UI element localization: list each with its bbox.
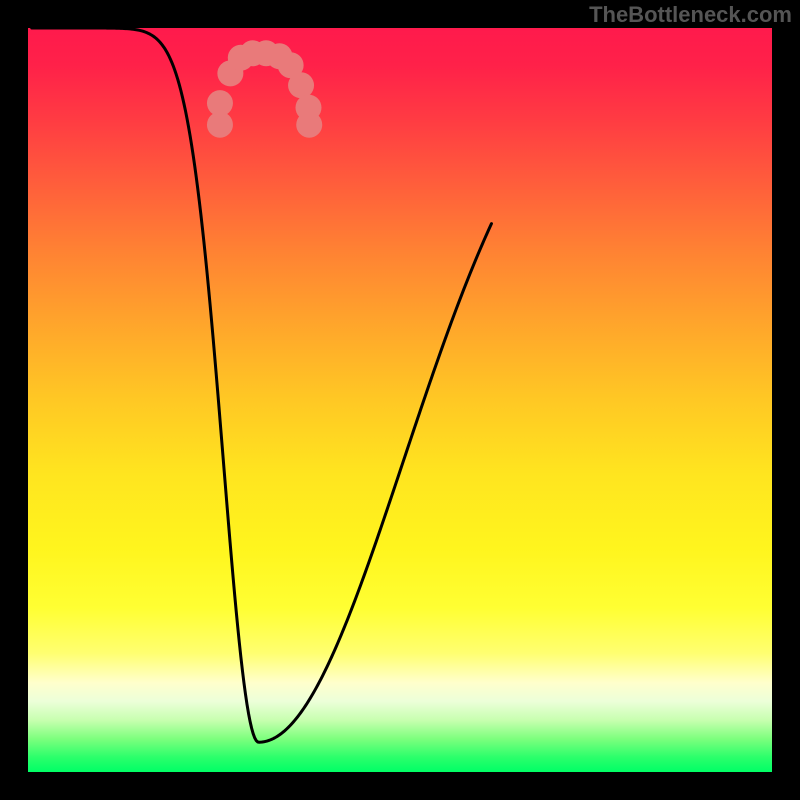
- watermark-text: TheBottleneck.com: [589, 2, 792, 28]
- bottleneck-curve: [32, 28, 492, 742]
- data-marker: [288, 72, 314, 98]
- data-marker: [207, 112, 233, 138]
- chart-stage: TheBottleneck.com: [0, 0, 800, 800]
- curve-layer: [0, 0, 800, 800]
- data-marker: [296, 112, 322, 138]
